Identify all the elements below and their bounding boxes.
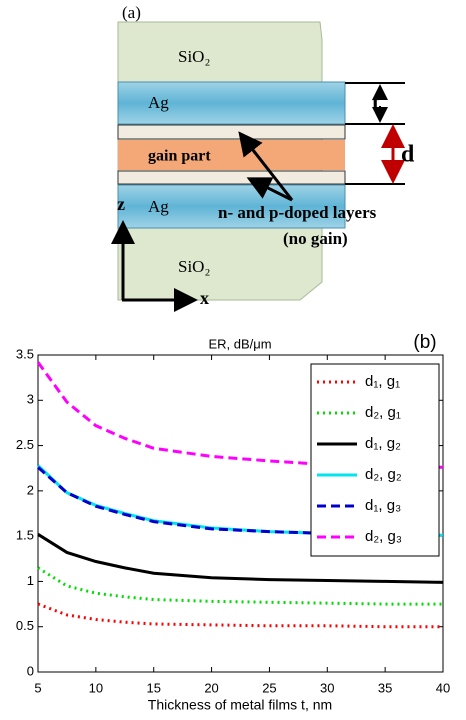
- y-tick-label: 1.5: [16, 528, 34, 543]
- d-label: d: [401, 142, 415, 168]
- axis-label: x: [200, 288, 209, 308]
- legend: [310, 363, 440, 557]
- legend-label: d₂, g₃: [365, 528, 402, 545]
- layer-label: SiO₂: [178, 257, 210, 276]
- pointer-arrow: [238, 131, 294, 201]
- layer-label: Ag: [148, 197, 169, 216]
- legend-label: d₁, g₁: [365, 373, 400, 390]
- y-tick-label: 2: [27, 482, 34, 497]
- doped-layer: [117, 170, 346, 185]
- layer-label: gain part: [148, 148, 211, 165]
- legend-label: d₁, g₃: [365, 497, 401, 514]
- x-tick-label: 15: [146, 680, 160, 695]
- y-tick-label: 3.5: [16, 346, 34, 361]
- x-tick-label: 25: [262, 680, 276, 695]
- panel-label: (b): [413, 332, 436, 353]
- y-tick-label: 3: [27, 392, 34, 407]
- y-tick-label: 0: [27, 663, 34, 678]
- series-line: [37, 466, 444, 538]
- legend-label: d₁, g₂: [365, 435, 401, 452]
- doped-layer: [117, 124, 346, 140]
- x-tick-label: 10: [89, 680, 103, 695]
- x-tick-label: 20: [204, 680, 218, 695]
- t-label: t: [372, 89, 380, 114]
- chart-title: ER, dB/μm: [208, 336, 271, 351]
- top-metal-layer: [117, 81, 346, 125]
- layer-label: Ag: [148, 93, 169, 112]
- gain-layer: [118, 140, 345, 170]
- x-tick-label: 5: [34, 680, 41, 695]
- y-tick-label: 0.5: [16, 618, 34, 633]
- y-tick-label: 1: [27, 573, 34, 588]
- x-tick-label: 35: [378, 680, 392, 695]
- y-tick-label: 2.5: [16, 437, 34, 452]
- x-axis-label: Thickness of metal films t, nm: [148, 697, 332, 713]
- legend-label: d₂, g₂: [365, 466, 402, 483]
- annotation: (no gain): [283, 229, 348, 248]
- x-tick-label: 30: [320, 680, 334, 695]
- bottom-metal-layer: [117, 184, 346, 229]
- series-line: [37, 566, 443, 606]
- chart: ER, dB/μm (b) Thickness of metal films t…: [16, 332, 450, 713]
- layer-label: SiO₂: [178, 47, 210, 66]
- annotation: n- and p-doped layers: [218, 203, 377, 222]
- panel-label: (a): [122, 3, 141, 22]
- x-tick-label: 40: [436, 680, 450, 695]
- pointer-arrow: [246, 177, 293, 202]
- legend-label: d₂, g₁: [365, 404, 401, 421]
- diagram: (a) SiO₂ Ag gain part Ag SiO₂ n- and p-d…: [111, 3, 415, 312]
- series-line: [37, 533, 444, 584]
- axis-label: z: [117, 194, 125, 214]
